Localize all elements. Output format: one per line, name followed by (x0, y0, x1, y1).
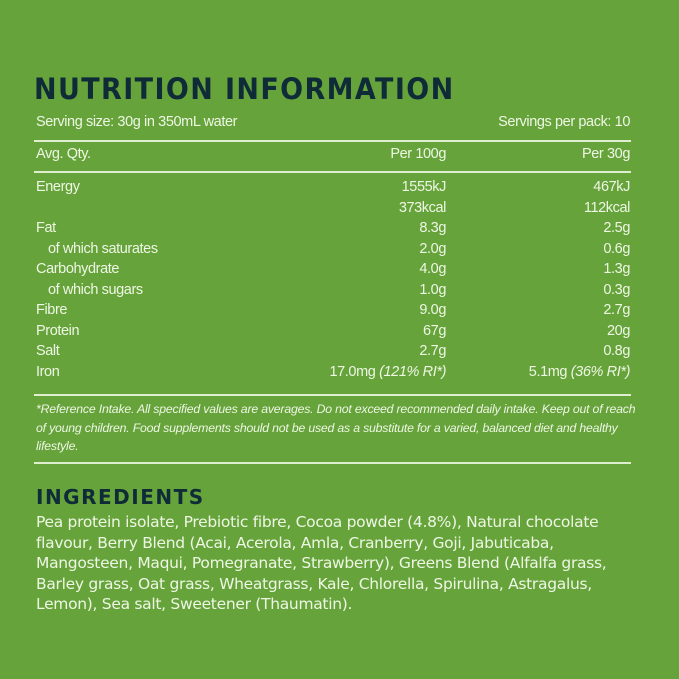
table-row: Fat 8.3g 2.5g (36, 220, 630, 240)
row-per-serving: 0.6g (603, 240, 630, 257)
table-row: Energy 1555kJ 467kJ (36, 179, 630, 199)
nutrition-title: NUTRITION INFORMATION (34, 72, 455, 106)
row-per-100g: 8.3g (419, 220, 446, 236)
row-per-serving: 2.7g (603, 302, 630, 318)
footnote: *Reference Intake. All specified values … (36, 402, 636, 453)
table-row: Protein 67g 20g (36, 323, 630, 343)
table-row: of which saturates 2.0g 0.6g (36, 241, 630, 261)
row-label: Carbohydrate (36, 261, 120, 277)
row-per-serving: 112kcal (583, 199, 631, 216)
divider (34, 140, 631, 142)
row-per-100g: 373kcal (398, 199, 447, 216)
row-per-100g: 2.0g (419, 240, 446, 257)
row-per-serving: 1.3g (603, 261, 630, 277)
row-per-100g: 1.0g (419, 281, 446, 298)
iron-ri-serving: (36% RI*) (570, 364, 631, 380)
row-label: Iron (36, 364, 60, 380)
row-label: Fibre (36, 302, 68, 318)
header-per-100g: Per 100g (390, 146, 446, 162)
divider (34, 462, 631, 464)
row-label: of which saturates (48, 240, 158, 257)
row-per-100g: 4.0g (419, 261, 446, 277)
iron-ri-100g: (121% RI*) (379, 364, 446, 380)
row-per-100g: 9.0g (419, 302, 446, 318)
table-row-iron: Iron 17.0mg (121% RI*) 5.1mg (36% RI*) (36, 364, 630, 384)
row-per-100g: 1555kJ (401, 179, 447, 195)
row-label: Salt (36, 343, 60, 359)
row-per-serving: 2.5g (603, 220, 630, 236)
row-per-serving: 0.3g (603, 281, 630, 298)
row-per-serving: 5.1mg (36% RI*) (528, 364, 631, 380)
iron-per-100g: 17.0mg (329, 364, 376, 380)
divider (34, 171, 631, 173)
table-row: Salt 2.7g 0.8g (36, 343, 630, 363)
servings-per-pack: Servings per pack: 10 (498, 114, 630, 130)
row-per-serving: 467kJ (593, 179, 630, 195)
table-row: Carbohydrate 4.0g 1.3g (36, 261, 630, 281)
table-row: Fibre 9.0g 2.7g (36, 302, 630, 322)
header-per-serving: Per 30g (582, 146, 630, 162)
divider (34, 394, 631, 396)
row-per-serving: 0.8g (603, 343, 630, 359)
row-label: Energy (36, 179, 80, 195)
row-label: Protein (36, 322, 80, 339)
table-row: of which sugars 1.0g 0.3g (36, 282, 630, 302)
row-label: of which sugars (48, 281, 143, 298)
iron-per-serving: 5.1mg (528, 364, 568, 380)
table-header: Avg. Qty. Per 100g Per 30g (36, 146, 630, 166)
row-per-100g: 67g (423, 322, 446, 339)
row-per-100g: 2.7g (419, 343, 446, 359)
table-row: 373kcal 112kcal (36, 199, 631, 220)
row-label: Fat (36, 220, 56, 236)
ingredients-text: Pea protein isolate, Prebiotic fibre, Co… (36, 513, 607, 613)
row-per-serving: 20g (607, 322, 630, 339)
header-avg-qty: Avg. Qty. (36, 146, 91, 162)
row-per-100g: 17.0mg (121% RI*) (329, 364, 446, 380)
ingredients-title: INGREDIENTS (36, 485, 205, 509)
serving-size: Serving size: 30g in 350mL water (36, 114, 238, 130)
